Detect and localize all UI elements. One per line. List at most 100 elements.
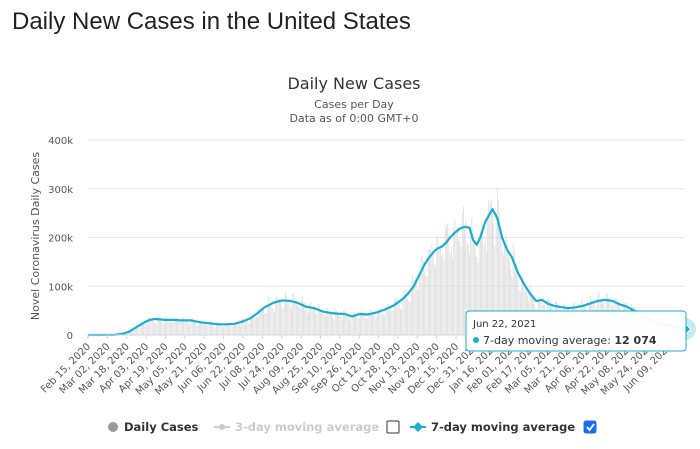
daily-case-bar — [384, 316, 386, 335]
7-day-average-checkbox[interactable] — [583, 420, 597, 434]
daily-case-bar — [509, 257, 510, 335]
3-day-average-checkbox[interactable] — [386, 420, 400, 434]
daily-case-bar — [409, 301, 411, 335]
daily-case-bar — [292, 294, 294, 335]
daily-case-bar — [453, 227, 455, 335]
daily-case-bar — [479, 231, 481, 335]
daily-case-bar — [131, 329, 132, 335]
legend-item-3-day-average[interactable]: 3-day moving average — [214, 420, 379, 434]
daily-case-bar — [505, 234, 507, 335]
tooltip-series-label: 7-day moving average: — [483, 334, 611, 347]
daily-case-bar — [443, 260, 445, 335]
daily-case-bar — [291, 308, 292, 335]
daily-case-bar — [481, 223, 482, 335]
daily-case-bar — [305, 309, 307, 335]
daily-case-bar — [236, 322, 238, 335]
daily-case-bar — [460, 246, 462, 335]
daily-case-bar — [127, 331, 129, 335]
daily-cases-legend-marker — [108, 422, 118, 432]
daily-case-bar — [203, 323, 205, 335]
daily-case-bar — [169, 321, 171, 335]
daily-case-bar — [400, 308, 401, 335]
daily-case-bar — [446, 226, 447, 335]
daily-case-bar — [160, 317, 162, 335]
daily-case-bar — [375, 317, 377, 335]
daily-case-bar — [510, 269, 511, 335]
daily-case-bar — [391, 310, 393, 335]
daily-case-bar — [332, 317, 333, 335]
daily-case-bar — [429, 249, 430, 335]
tooltip-line: 7-day moving average: 12 074 — [483, 334, 657, 347]
daily-case-bar — [266, 305, 268, 335]
daily-case-bar — [132, 328, 134, 335]
daily-case-bar — [406, 288, 407, 335]
daily-case-bar — [488, 199, 490, 335]
daily-case-bar — [503, 255, 504, 335]
7-day-average-legend-marker — [413, 422, 423, 432]
daily-case-bar — [139, 322, 141, 335]
daily-case-bar — [243, 320, 245, 335]
daily-case-bar — [432, 255, 434, 335]
daily-case-bar — [427, 248, 429, 335]
daily-case-bar — [194, 320, 195, 335]
daily-case-bar — [352, 313, 354, 335]
daily-case-bar — [184, 318, 186, 335]
legend-item-daily-cases[interactable]: Daily Cases — [108, 420, 199, 434]
daily-case-bar — [515, 264, 516, 335]
daily-case-bar — [173, 319, 175, 335]
daily-case-bar — [438, 246, 440, 335]
daily-case-bar — [421, 255, 423, 335]
daily-case-bar — [195, 321, 197, 335]
daily-case-bar — [461, 212, 463, 335]
daily-case-bar — [144, 323, 146, 335]
daily-case-bar — [454, 220, 456, 335]
legend-item-7-day-average[interactable]: 7-day moving average — [410, 420, 575, 434]
daily-case-bar — [254, 318, 256, 335]
daily-case-bar — [529, 284, 531, 335]
daily-case-bar — [447, 223, 449, 335]
daily-case-bar — [466, 242, 468, 335]
daily-case-bar — [218, 322, 220, 335]
daily-case-bar — [245, 320, 246, 335]
y-tick-label: 0 — [67, 331, 73, 342]
daily-case-bar — [334, 308, 336, 335]
daily-case-bar — [278, 298, 280, 335]
daily-case-bar — [398, 304, 400, 335]
daily-case-bar — [289, 305, 291, 335]
daily-case-bar — [264, 312, 266, 335]
daily-case-bar — [183, 317, 185, 335]
daily-case-bar — [280, 300, 281, 335]
daily-case-bar — [496, 187, 498, 335]
daily-case-bar — [226, 324, 228, 335]
daily-case-bar — [283, 299, 285, 335]
legend-label-3-day-average: 3-day moving average — [235, 420, 379, 434]
daily-case-bar — [178, 320, 180, 335]
daily-case-bar — [223, 327, 224, 335]
chart-subtitle-data-as-of: Data as of 0:00 GMT+0 — [290, 112, 419, 125]
legend: Daily Cases 3-day moving average 7-day m… — [108, 420, 597, 434]
daily-case-bar — [252, 314, 254, 335]
daily-case-bar — [517, 275, 519, 335]
series-line-7-day-average — [87, 208, 686, 337]
daily-case-bar — [145, 323, 147, 335]
daily-case-bar — [231, 326, 233, 335]
daily-case-bar — [522, 274, 524, 335]
daily-case-bar — [172, 322, 174, 335]
daily-case-bar — [492, 208, 493, 335]
daily-case-bar — [410, 287, 412, 335]
daily-case-bar — [333, 319, 335, 335]
legend-label-daily-cases: Daily Cases — [124, 420, 199, 434]
daily-case-bar — [504, 242, 505, 335]
daily-case-bar — [323, 313, 325, 335]
daily-case-bar — [490, 199, 492, 335]
daily-case-bar — [340, 316, 342, 335]
daily-case-bar — [320, 310, 321, 335]
daily-case-bar — [385, 306, 387, 335]
daily-case-bar — [487, 214, 488, 335]
7-day-average-checkbox-box — [583, 420, 597, 434]
daily-case-bar — [387, 303, 389, 335]
daily-case-bar — [308, 311, 309, 335]
daily-case-bar — [476, 256, 478, 335]
daily-case-bar — [512, 243, 514, 335]
